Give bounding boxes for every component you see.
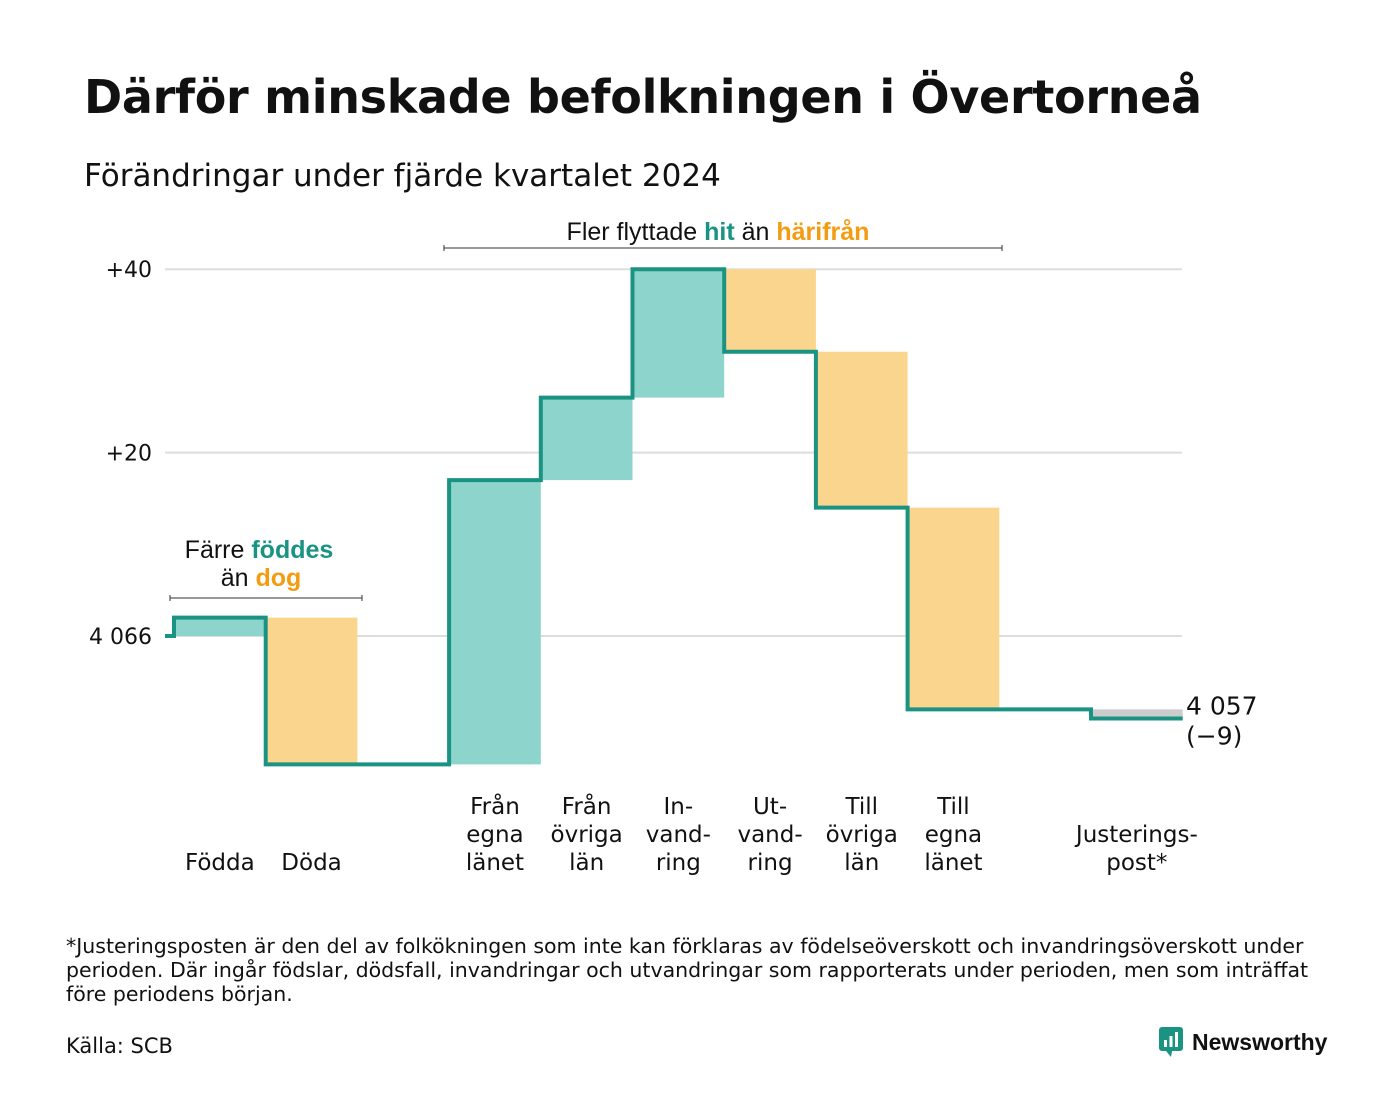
category-label: Till — [844, 794, 878, 820]
chart-subtitle: Förändringar under fjärde kvartalet 2024 — [84, 158, 721, 194]
source-credit: Källa: SCB — [66, 1034, 173, 1058]
brand-name: Newsworthy — [1192, 1028, 1328, 1055]
annotation-text: än dog — [221, 564, 302, 592]
category-label: Ut- — [753, 794, 787, 820]
category-label: In- — [664, 794, 694, 820]
category-label: ring — [748, 850, 793, 876]
waterfall-bar — [540, 397, 633, 481]
category-label: Från — [562, 792, 612, 820]
y-tick-label: 4 066 — [89, 625, 152, 650]
category-label: egna — [466, 822, 523, 848]
waterfall-bar — [815, 351, 908, 508]
waterfall-bar — [449, 480, 541, 765]
category-label: Från — [470, 792, 520, 820]
annotation-part: än — [735, 218, 777, 246]
annotation-text: Fler flyttade hit än härifrån — [567, 218, 870, 246]
waterfall-line — [165, 267, 1183, 767]
annotation-part: föddes — [251, 536, 333, 564]
category-label: länet — [466, 850, 524, 876]
category-label: ring — [656, 850, 701, 876]
waterfall-bar — [724, 269, 816, 352]
category-label: län — [844, 850, 879, 876]
waterfall-bar — [174, 617, 266, 636]
category-label: övriga — [551, 822, 623, 848]
category-label: Till — [936, 794, 970, 820]
category-label: post* — [1106, 850, 1167, 876]
annotation-part: än — [221, 564, 256, 592]
newsworthy-brand: Newsworthy — [1158, 1026, 1327, 1058]
waterfall-chart: 4 066+20+40 Födda DödaFrånegnalänetFrånöv… — [89, 218, 1258, 876]
category-label: vand- — [737, 822, 802, 848]
waterfall-bar — [1091, 709, 1183, 719]
chart-title: Därför minskade befolkningen i Övertorne… — [84, 70, 1202, 124]
y-tick-label: +40 — [106, 258, 152, 283]
category-label: egna — [925, 822, 982, 848]
annotation-part: Färre — [185, 536, 252, 564]
category-label: län — [569, 850, 604, 876]
waterfall-bar — [632, 269, 725, 398]
category-label: Justerings- — [1074, 822, 1198, 848]
end-change-label: (−9) — [1186, 722, 1242, 751]
category-label: länet — [924, 850, 982, 876]
category-label: Födda — [185, 850, 255, 876]
footnote: *Justeringsposten är den del av folkökni… — [66, 934, 1309, 1006]
annotation-part: dog — [255, 564, 301, 592]
category-label: övriga — [826, 822, 898, 848]
end-value-label: 4 057 — [1186, 692, 1258, 721]
annotation-part: hit — [704, 218, 735, 246]
category-label: vand- — [646, 822, 711, 848]
waterfall-bar — [907, 507, 1000, 710]
newsworthy-logo-icon — [1159, 1027, 1183, 1057]
annotation-part: härifrån — [776, 218, 869, 246]
y-tick-label: +20 — [106, 442, 152, 467]
annotation-part: Fler flyttade — [567, 218, 705, 246]
waterfall-bar — [265, 617, 358, 765]
annotation-text: Färre föddes — [185, 536, 334, 564]
category-label: Döda — [281, 850, 341, 876]
